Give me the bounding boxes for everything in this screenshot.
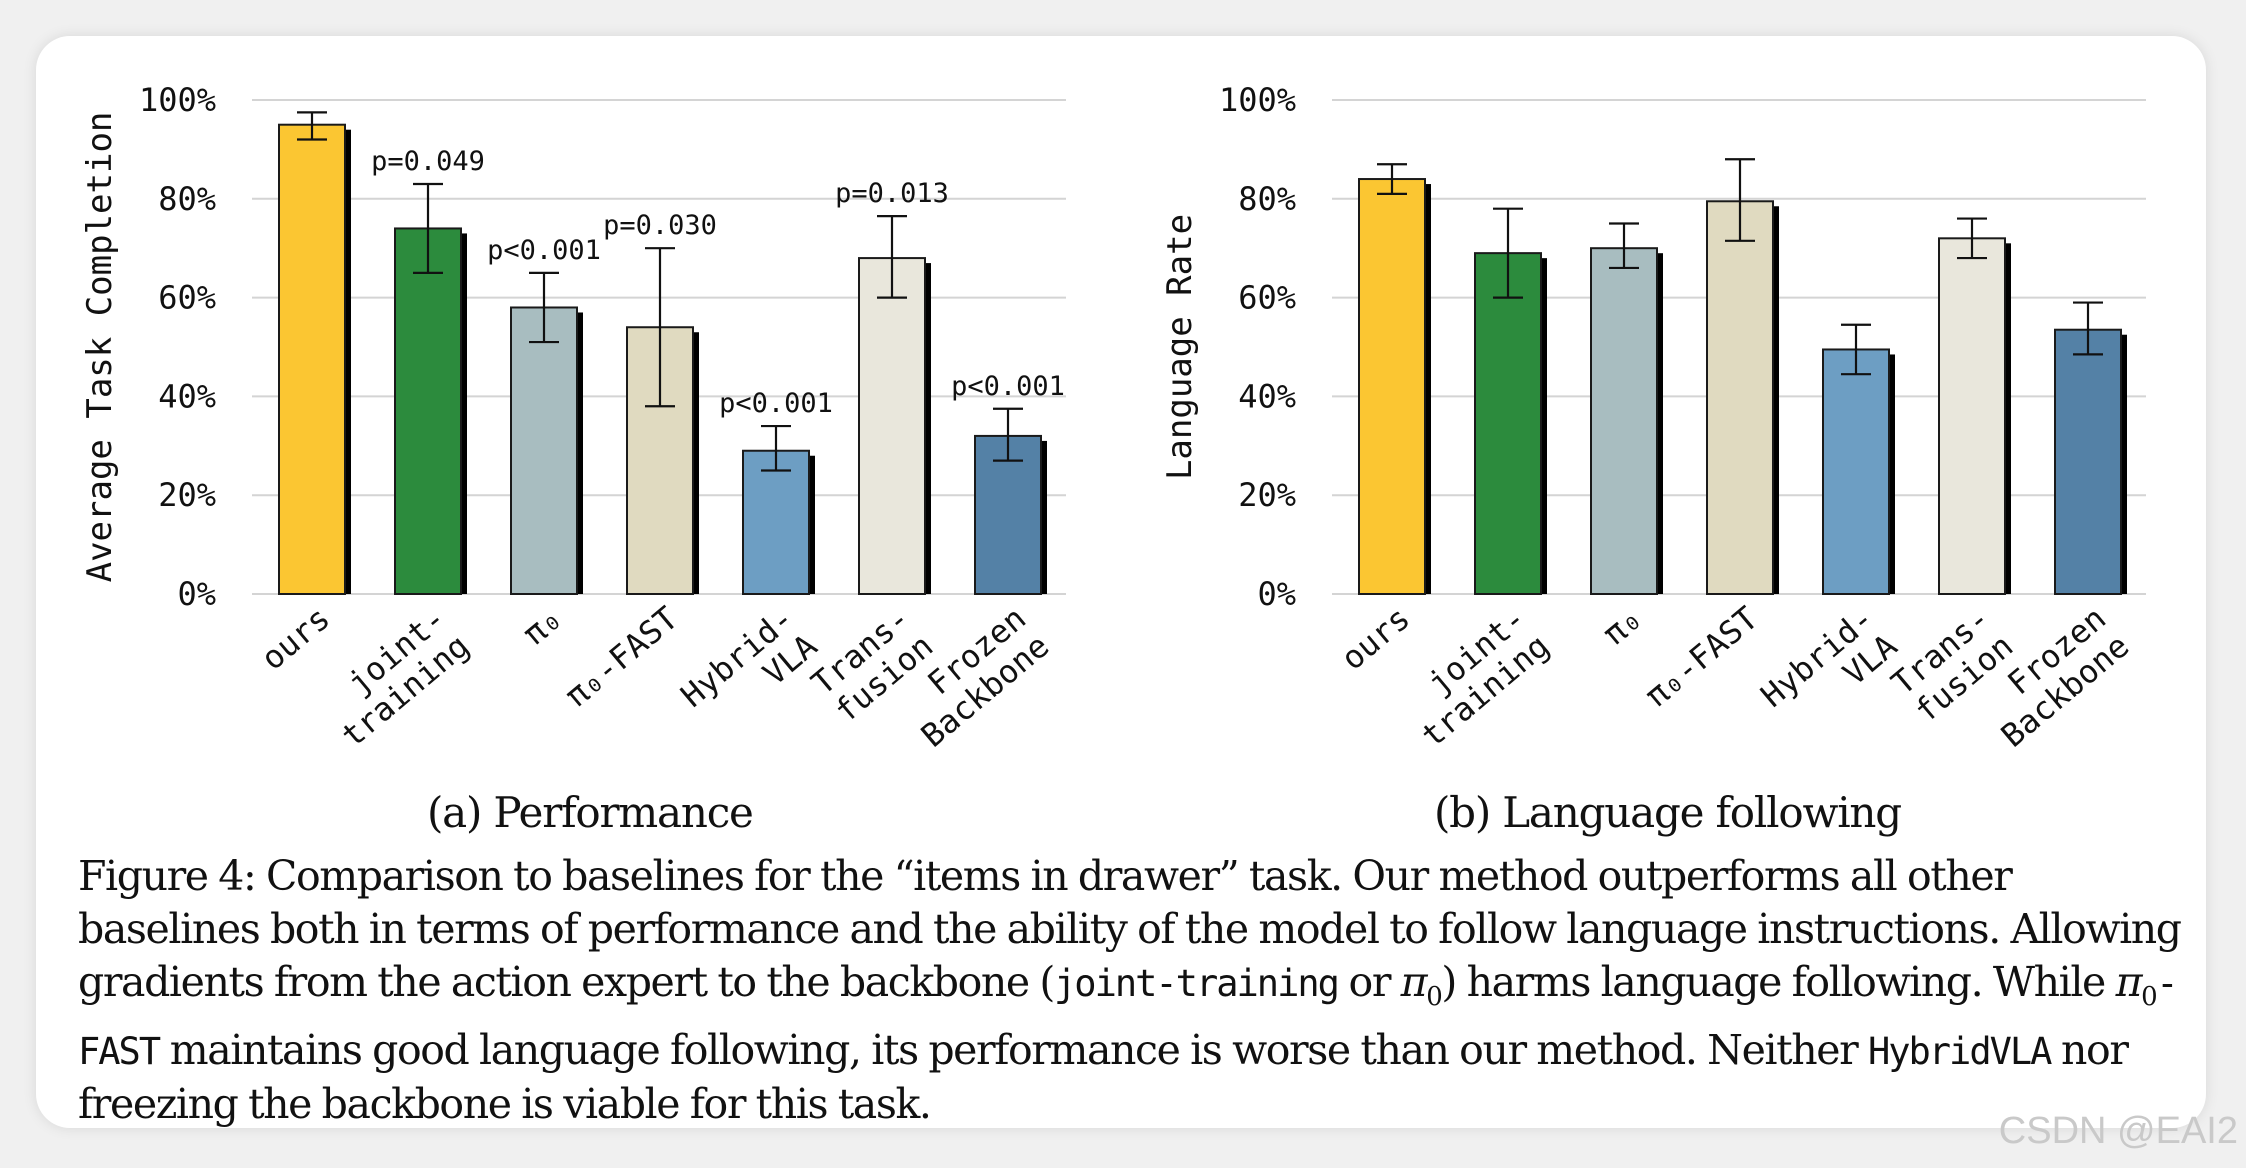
performance-chart: 0% 20% 40% 60% 80% 100% Average Task Completio… xyxy=(80,81,1066,755)
p-value-annotation: p<0.001 xyxy=(719,388,833,419)
x-tick-label: FrozenBackbone xyxy=(891,599,1057,755)
bar xyxy=(1474,252,1542,595)
y-tick-label: 80% xyxy=(158,180,216,218)
csdn-watermark: CSDN @EAI2 xyxy=(1998,1110,2238,1152)
bar xyxy=(1822,348,1890,595)
bar xyxy=(510,306,578,595)
y-tick-label: 40% xyxy=(1238,377,1296,415)
x-tick-label: π₀ xyxy=(1595,599,1649,653)
x-tick-label: Trans-fusion xyxy=(1884,599,2020,730)
p-value-annotation: p<0.001 xyxy=(951,371,1065,402)
bar xyxy=(2054,328,2122,595)
bar xyxy=(1358,178,1426,595)
p-value-annotation: p=0.030 xyxy=(603,210,717,241)
bar xyxy=(394,227,462,595)
code-joint-training: joint-training xyxy=(1054,962,1340,1005)
y-tick-label: 80% xyxy=(1238,180,1296,218)
x-tick-label: ours xyxy=(254,599,337,678)
language-following-chart: 0% 20% 40% 60% 80% 100% Language Rate ours joint… xyxy=(1160,81,2146,755)
y-tick-label: 60% xyxy=(158,279,216,317)
y-axis-label: Average Task Completion xyxy=(80,112,120,583)
x-tick-label: ours xyxy=(1334,599,1417,678)
x-tick-label: Hybrid-VLA xyxy=(1753,599,1904,742)
figure-caption: Figure 4: Comparison to baselines for th… xyxy=(78,852,2182,1129)
code-hybridvla: HybridVLA xyxy=(1867,1030,2052,1074)
code-fast: -FAST xyxy=(78,962,2179,1074)
p-value-annotation: p=0.013 xyxy=(835,178,949,209)
x-tick-label: Trans-fusion xyxy=(804,599,940,730)
y-tick-label: 20% xyxy=(158,476,216,514)
p-value-annotation: p=0.049 xyxy=(371,146,485,177)
y-tick-label: 60% xyxy=(1238,279,1296,317)
y-tick-label: 100% xyxy=(1219,81,1296,119)
figure-label: Figure 4: xyxy=(78,852,257,900)
p-value-annotation: p<0.001 xyxy=(487,235,601,266)
y-tick-label: 40% xyxy=(158,377,216,415)
bar xyxy=(1706,200,1774,596)
x-tick-label: π₀ xyxy=(515,599,569,653)
subcaption-language-following: (b) Language following xyxy=(1434,788,1902,837)
bar xyxy=(278,123,346,595)
y-tick-label: 0% xyxy=(1257,575,1296,613)
x-tick-label: FrozenBackbone xyxy=(1971,599,2137,755)
bar xyxy=(742,449,810,595)
bar xyxy=(1938,237,2006,595)
bar xyxy=(858,257,926,596)
x-tick-label: joint-training xyxy=(311,599,477,755)
bar xyxy=(1590,247,1658,595)
x-tick-label: joint-training xyxy=(1391,599,1557,755)
x-tick-label: Hybrid-VLA xyxy=(673,599,824,742)
x-tick-label: π₀-FAST xyxy=(1637,599,1765,715)
y-tick-label: 20% xyxy=(1238,476,1296,514)
y-axis-label: Language Rate xyxy=(1160,214,1200,480)
y-tick-label: 0% xyxy=(177,575,216,613)
x-tick-label: π₀-FAST xyxy=(557,599,685,715)
y-tick-label: 100% xyxy=(139,81,216,119)
subcaption-performance: (a) Performance xyxy=(427,788,754,837)
